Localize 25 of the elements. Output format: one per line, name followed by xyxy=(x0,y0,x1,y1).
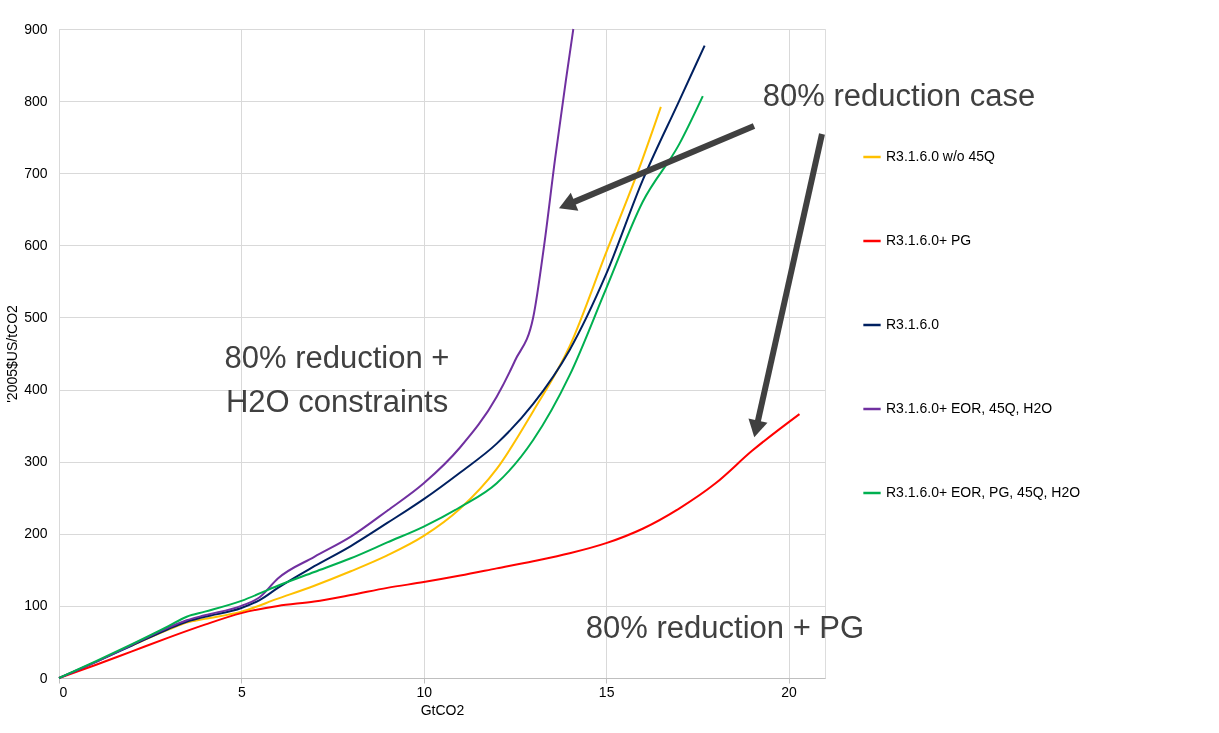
y-tick-label: 300 xyxy=(24,453,48,470)
y-tick-label: 100 xyxy=(24,597,48,614)
x-tick-label: 0 xyxy=(59,683,68,700)
legend-label: R3.1.6.0+ EOR, PG, 45Q, H2O xyxy=(886,484,1081,500)
x-tick-label: 5 xyxy=(237,683,246,700)
x-tick-label: 15 xyxy=(598,683,615,700)
y-tick-label: 600 xyxy=(24,236,48,253)
x-axis-title: GtCO2 xyxy=(420,701,465,718)
legend-label: R3.1.6.0+ EOR, 45Q, H2O xyxy=(886,400,1053,416)
annotation: 80% reduction + H2O constraints xyxy=(224,340,450,419)
annotation: 80% reduction + PG xyxy=(585,610,865,645)
y-tick-label: 800 xyxy=(24,92,48,109)
x-tick-label: 10 xyxy=(416,683,433,700)
annotation: 80% reduction case xyxy=(762,78,1036,113)
y-tick-label: 500 xyxy=(24,308,48,325)
y-axis-title: '2005$US/tCO2 xyxy=(4,304,21,403)
x-tick-label: 20 xyxy=(781,683,798,700)
legend-label: R3.1.6.0 w/o 45Q xyxy=(886,148,996,164)
y-tick-label: 400 xyxy=(24,381,48,398)
legend-label: R3.1.6.0+ PG xyxy=(886,232,972,248)
y-tick-label: 700 xyxy=(24,164,48,181)
y-tick-label: 0 xyxy=(39,669,48,686)
legend-label: R3.1.6.0 xyxy=(886,316,940,332)
y-tick-label: 200 xyxy=(24,525,48,542)
y-tick-label: 900 xyxy=(24,20,48,37)
